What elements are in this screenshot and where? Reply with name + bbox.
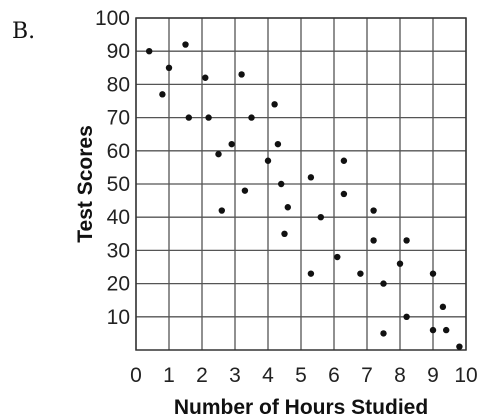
y-tick-label: 90	[107, 40, 130, 63]
y-axis-title: Test Scores	[74, 125, 97, 243]
option-label: B.	[12, 19, 35, 44]
data-point	[159, 91, 166, 98]
data-points	[146, 41, 463, 350]
data-point	[264, 157, 272, 164]
x-tick-label: 0	[130, 364, 142, 387]
data-point	[218, 207, 225, 214]
data-point	[370, 207, 377, 214]
data-point	[182, 41, 189, 48]
data-point	[429, 326, 437, 334]
data-point	[205, 114, 212, 121]
x-tick-label: 8	[394, 364, 406, 387]
data-point	[340, 190, 348, 198]
data-point	[403, 237, 410, 244]
data-point	[403, 313, 410, 320]
data-point	[370, 237, 377, 244]
x-tick-label: 7	[361, 364, 373, 387]
data-point	[380, 330, 387, 337]
data-point	[146, 48, 153, 55]
x-tick-label: 3	[229, 364, 241, 387]
data-point	[185, 114, 192, 121]
data-point	[241, 187, 249, 194]
y-tick-label: 40	[107, 206, 130, 229]
data-point	[317, 214, 324, 221]
y-tick-label: 10	[107, 306, 130, 329]
x-tick-label: 10	[454, 364, 477, 387]
data-point	[284, 204, 291, 211]
data-point	[165, 64, 173, 72]
data-point	[248, 114, 255, 121]
data-point	[396, 260, 404, 267]
data-point	[215, 150, 222, 158]
data-point	[238, 71, 245, 78]
data-point	[307, 174, 315, 181]
data-point	[334, 253, 341, 261]
grid	[135, 17, 467, 350]
y-tick-label: 70	[107, 107, 130, 130]
data-point	[439, 303, 447, 311]
y-tick-label: 30	[107, 239, 130, 262]
x-tick-label: 2	[196, 364, 208, 387]
y-tick-label: 20	[107, 273, 130, 296]
y-tick-label: 50	[107, 173, 130, 196]
x-axis-title: Number of Hours Studied	[174, 396, 428, 419]
data-point	[357, 270, 364, 277]
x-tick-label: 6	[328, 364, 340, 387]
y-axis-ticks: 10 20 30 40 50 60 70 80 90 100	[95, 7, 130, 329]
data-point	[281, 230, 288, 237]
x-tick-label: 5	[295, 364, 307, 387]
x-tick-label: 9	[427, 364, 439, 387]
data-point	[443, 326, 450, 334]
y-tick-label: 80	[107, 73, 130, 96]
y-tick-label: 60	[107, 140, 130, 163]
data-point	[380, 280, 387, 287]
data-point	[307, 270, 315, 277]
data-point	[340, 157, 348, 164]
x-axis-ticks: 0 1 2 3 4 5 6 7 8 9 10	[130, 364, 478, 387]
data-point	[456, 343, 463, 350]
x-tick-label: 4	[262, 364, 274, 387]
data-point	[202, 74, 209, 81]
data-point	[228, 140, 235, 148]
x-tick-label: 1	[163, 364, 175, 387]
plot-frame	[135, 17, 467, 351]
data-point	[274, 140, 282, 148]
data-point	[429, 270, 437, 277]
y-tick-label: 100	[95, 7, 130, 30]
data-point	[271, 101, 278, 108]
data-point	[278, 180, 285, 188]
